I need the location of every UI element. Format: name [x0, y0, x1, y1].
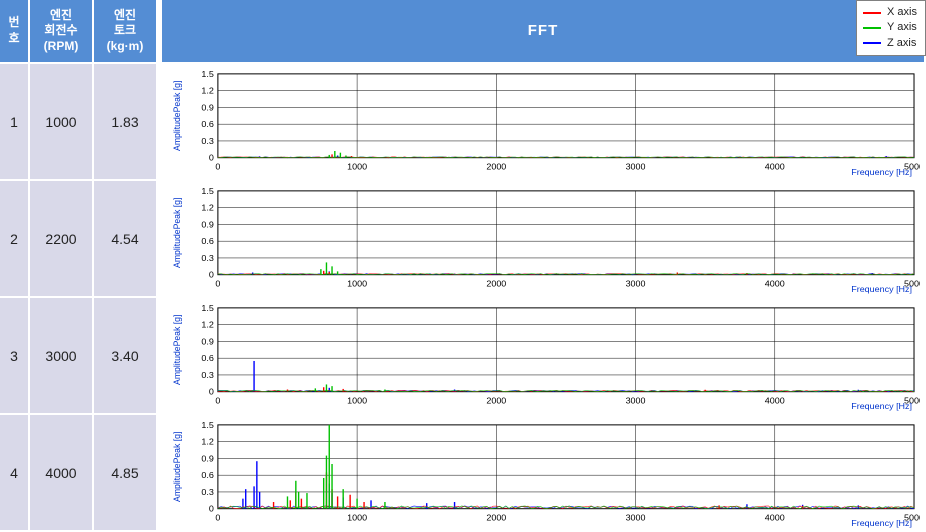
x-tick-label: 2000 — [486, 161, 506, 171]
chart-legend: X axisY axisZ axis — [856, 0, 926, 56]
header-fft: FFT — [162, 0, 926, 64]
cell-torque: 1.83 — [94, 64, 158, 181]
x-tick-label: 2000 — [486, 278, 506, 288]
y-axis-label: AmplitudePeak [g] — [172, 315, 182, 385]
table-row: 330003.40 — [0, 298, 160, 415]
fft-chart: 00.30.60.91.21.5010002000300040005000Amp… — [168, 70, 920, 177]
x-tick-label: 4000 — [765, 161, 785, 171]
cell-no: 2 — [0, 181, 30, 298]
y-tick-label: 1.2 — [201, 320, 214, 330]
table-row: 222004.54 — [0, 181, 160, 298]
y-tick-label: 0.6 — [201, 470, 214, 480]
cell-rpm: 2200 — [30, 181, 94, 298]
cell-rpm: 4000 — [30, 415, 94, 532]
x-tick-label: 0 — [215, 512, 220, 522]
x-tick-label: 1000 — [347, 395, 367, 405]
cell-no: 3 — [0, 298, 30, 415]
table-header-row: 번호 엔진회전수(RPM) 엔진토크(kg·m) — [0, 0, 160, 64]
legend-label: Y axis — [887, 20, 917, 35]
y-tick-label: 0.9 — [201, 102, 214, 112]
fft-chart: 00.30.60.91.21.5010002000300040005000Amp… — [168, 304, 920, 411]
legend-label: X axis — [887, 5, 917, 20]
y-tick-label: 0.9 — [201, 336, 214, 346]
legend-item: X axis — [863, 5, 917, 20]
legend-swatch — [863, 12, 881, 14]
x-tick-label: 3000 — [626, 278, 646, 288]
legend-swatch — [863, 42, 881, 44]
legend-swatch — [863, 27, 881, 29]
left-table: 번호 엔진회전수(RPM) 엔진토크(kg·m) 110001.83222004… — [0, 0, 162, 532]
x-tick-label: 1000 — [347, 278, 367, 288]
y-tick-label: 0.6 — [201, 119, 214, 129]
table-row: 110001.83 — [0, 64, 160, 181]
y-tick-label: 0.3 — [201, 253, 214, 263]
y-tick-label: 0.9 — [201, 453, 214, 463]
x-tick-label: 1000 — [347, 161, 367, 171]
root: 번호 엔진회전수(RPM) 엔진토크(kg·m) 110001.83222004… — [0, 0, 926, 532]
fft-chart: 00.30.60.91.21.5010002000300040005000Amp… — [168, 187, 920, 294]
y-axis-label: AmplitudePeak [g] — [172, 198, 182, 268]
y-tick-label: 0 — [209, 270, 214, 280]
y-tick-label: 1.5 — [201, 421, 214, 430]
x-tick-label: 3000 — [626, 395, 646, 405]
cell-torque: 3.40 — [94, 298, 158, 415]
cell-torque: 4.54 — [94, 181, 158, 298]
legend-item: Y axis — [863, 20, 917, 35]
y-axis-label: AmplitudePeak [g] — [172, 432, 182, 502]
y-tick-label: 0.6 — [201, 353, 214, 363]
x-tick-label: 3000 — [626, 161, 646, 171]
chart-cell: 00.30.60.91.21.5010002000300040005000Amp… — [162, 64, 926, 181]
cell-no: 1 — [0, 64, 30, 181]
y-tick-label: 1.2 — [201, 437, 214, 447]
y-tick-label: 0.3 — [201, 136, 214, 146]
y-axis-label: AmplitudePeak [g] — [172, 81, 182, 151]
right-side: FFT X axisY axisZ axis 0 0.3 0.6 0.9 1.2 1.5 0… — [162, 0, 926, 532]
legend-item: Z axis — [863, 36, 917, 51]
chart-cell: 00.30.60.91.21.5010002000300040005000Amp… — [162, 415, 926, 532]
right-header: FFT X axisY axisZ axis — [162, 0, 926, 64]
y-tick-label: 0 — [209, 387, 214, 397]
cell-rpm: 1000 — [30, 64, 94, 181]
x-tick-label: 4000 — [765, 395, 785, 405]
x-tick-label: 0 — [215, 161, 220, 171]
x-tick-label: 4000 — [765, 278, 785, 288]
x-tick-label: 2000 — [486, 512, 506, 522]
y-tick-label: 0 — [209, 153, 214, 163]
x-tick-label: 0 — [215, 395, 220, 405]
header-no: 번호 — [0, 0, 30, 64]
y-tick-label: 1.5 — [201, 304, 214, 313]
header-torque: 엔진토크(kg·m) — [94, 0, 158, 64]
table-row: 440004.85 — [0, 415, 160, 532]
y-tick-label: 1.2 — [201, 203, 214, 213]
fft-chart: 00.30.60.91.21.5010002000300040005000Amp… — [168, 421, 920, 528]
y-tick-label: 0.6 — [201, 236, 214, 246]
x-axis-label: Frequency [Hz] — [851, 401, 912, 411]
x-axis-label: Frequency [Hz] — [851, 284, 912, 294]
y-tick-label: 0 — [209, 504, 214, 514]
y-tick-label: 1.2 — [201, 86, 214, 96]
y-tick-label: 0.3 — [201, 370, 214, 380]
header-rpm: 엔진회전수(RPM) — [30, 0, 94, 64]
chart-cell: 00.30.60.91.21.5010002000300040005000Amp… — [162, 181, 926, 298]
x-tick-label: 0 — [215, 278, 220, 288]
x-axis-label: Frequency [Hz] — [851, 518, 912, 528]
y-tick-label: 1.5 — [201, 187, 214, 196]
y-tick-label: 1.5 — [201, 70, 214, 79]
cell-no: 4 — [0, 415, 30, 532]
x-tick-label: 4000 — [765, 512, 785, 522]
chart-cell: 00.30.60.91.21.5010002000300040005000Amp… — [162, 298, 926, 415]
legend-label: Z axis — [887, 36, 916, 51]
x-tick-label: 2000 — [486, 395, 506, 405]
cell-torque: 4.85 — [94, 415, 158, 532]
cell-rpm: 3000 — [30, 298, 94, 415]
y-tick-label: 0.3 — [201, 487, 214, 497]
x-tick-label: 3000 — [626, 512, 646, 522]
y-tick-label: 0.9 — [201, 219, 214, 229]
x-axis-label: Frequency [Hz] — [851, 167, 912, 177]
x-tick-label: 1000 — [347, 512, 367, 522]
